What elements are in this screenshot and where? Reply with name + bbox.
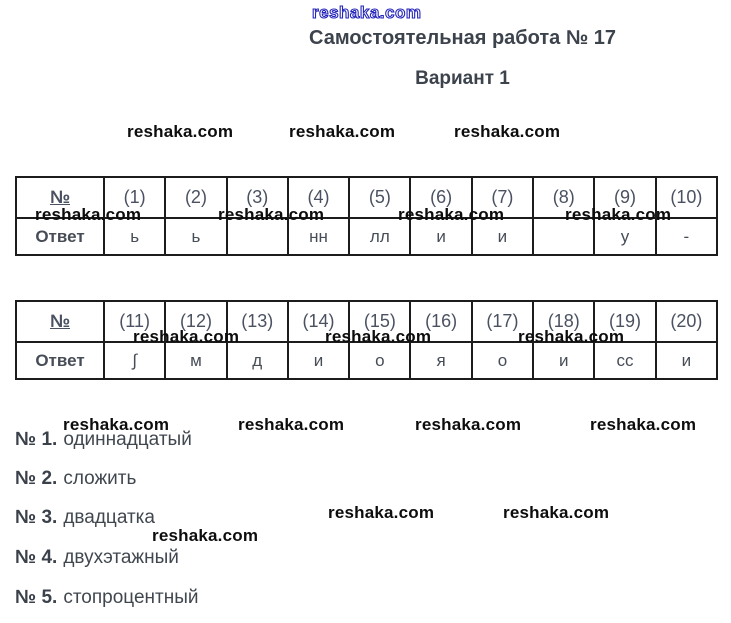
task-item: № 2. сложить	[15, 468, 136, 490]
task-number: № 3.	[15, 507, 58, 528]
task-number: № 1.	[15, 429, 58, 450]
task-number: № 4.	[15, 547, 58, 568]
column-header: (6)	[409, 176, 473, 219]
watermark-reshaka: reshaka.com	[328, 503, 435, 522]
column-header: (5)	[348, 176, 412, 219]
column-header: (10)	[654, 176, 719, 219]
task-answer: стопроцентный	[63, 587, 199, 608]
answer-cell: ∫	[102, 341, 167, 380]
column-header: (17)	[470, 300, 535, 343]
column-header: (13)	[225, 300, 289, 343]
watermark-reshaka: reshaka.com	[415, 415, 522, 434]
column-header: (20)	[654, 300, 719, 343]
answer-cell: и	[409, 217, 473, 256]
watermark-reshaka: reshaka.com	[289, 122, 396, 141]
answer-cell: сс	[593, 341, 657, 380]
column-header: (1)	[102, 176, 167, 219]
answers-table-2: № (11) (12) (13) (14) (15) (16) (17) (18…	[15, 300, 719, 380]
column-header: (9)	[593, 176, 657, 219]
column-header: (11)	[102, 300, 167, 343]
task-answer: двухэтажный	[63, 547, 179, 568]
task-item: № 3. двадцатка	[15, 507, 155, 529]
table-answer-row: Ответ ь ь нн лл и и у -	[15, 217, 719, 256]
variant-subtitle: Вариант 1	[415, 68, 510, 89]
table-corner-label: №	[15, 300, 105, 343]
watermark-reshaka: reshaka.com	[127, 122, 234, 141]
answer-cell: и	[470, 217, 535, 256]
watermark-reshaka: reshaka.com	[454, 122, 561, 141]
answer-cell: ь	[164, 217, 228, 256]
watermark-reshaka: reshaka.com	[35, 205, 142, 224]
watermark-reshaka: reshaka.com	[590, 415, 697, 434]
watermark-reshaka: reshaka.com	[518, 327, 625, 346]
column-header: (12)	[164, 300, 228, 343]
answer-row-label: Ответ	[15, 217, 105, 256]
column-header: (18)	[532, 300, 596, 343]
answer-cell: у	[593, 217, 657, 256]
answer-cell: и	[654, 341, 719, 380]
answer-cell	[225, 217, 289, 256]
answer-cell: и	[286, 341, 351, 380]
table-header-row: № (1) (2) (3) (4) (5) (6) (7) (8) (9) (1…	[15, 176, 719, 219]
table-header-row: № (11) (12) (13) (14) (15) (16) (17) (18…	[15, 300, 719, 343]
watermark-reshaka: reshaka.com	[565, 205, 672, 224]
watermark-reshaka: reshaka.com	[63, 415, 170, 434]
task-answer: двадцатка	[63, 507, 155, 528]
task-answer: одиннадцатый	[63, 429, 192, 450]
watermark-reshaka: reshaka.com	[398, 205, 505, 224]
watermark-reshaka: reshaka.com	[152, 526, 259, 545]
task-number: № 5.	[15, 587, 58, 608]
answer-cell	[532, 217, 596, 256]
watermark-reshaka: reshaka.com	[133, 327, 240, 346]
task-answer: сложить	[63, 468, 137, 489]
task-item: № 5. стопроцентный	[15, 587, 198, 609]
watermark-reshaka-blue: reshaka.com	[311, 2, 422, 22]
column-header: (8)	[532, 176, 596, 219]
answer-cell: нн	[286, 217, 351, 256]
column-header: (19)	[593, 300, 657, 343]
answer-cell: и	[532, 341, 596, 380]
column-header: (7)	[470, 176, 535, 219]
watermark-reshaka: reshaka.com	[503, 503, 610, 522]
table-answer-row: Ответ ∫ м д и о я о и сс и	[15, 341, 719, 380]
answer-cell: о	[470, 341, 535, 380]
answer-cell: -	[654, 217, 719, 256]
column-header: (16)	[409, 300, 473, 343]
task-item: № 4. двухэтажный	[15, 547, 179, 569]
column-header: (2)	[164, 176, 228, 219]
task-number: № 2.	[15, 468, 58, 489]
column-header: (4)	[286, 176, 351, 219]
task-item: № 1. одиннадцатый	[15, 429, 192, 451]
watermark-reshaka: reshaka.com	[325, 327, 432, 346]
watermark-reshaka: reshaka.com	[218, 205, 325, 224]
answer-row-label: Ответ	[15, 341, 105, 380]
answer-cell: м	[164, 341, 228, 380]
answers-table-1: № (1) (2) (3) (4) (5) (6) (7) (8) (9) (1…	[15, 176, 719, 256]
page-title: Самостоятельная работа № 17	[309, 27, 616, 49]
answer-cell: ь	[102, 217, 167, 256]
answer-cell: я	[409, 341, 473, 380]
answer-cell: лл	[348, 217, 412, 256]
answer-cell: д	[225, 341, 289, 380]
column-header: (14)	[286, 300, 351, 343]
column-header: (3)	[225, 176, 289, 219]
watermark-reshaka: reshaka.com	[238, 415, 345, 434]
table-corner-label: №	[15, 176, 105, 219]
column-header: (15)	[348, 300, 412, 343]
answer-cell: о	[348, 341, 412, 380]
